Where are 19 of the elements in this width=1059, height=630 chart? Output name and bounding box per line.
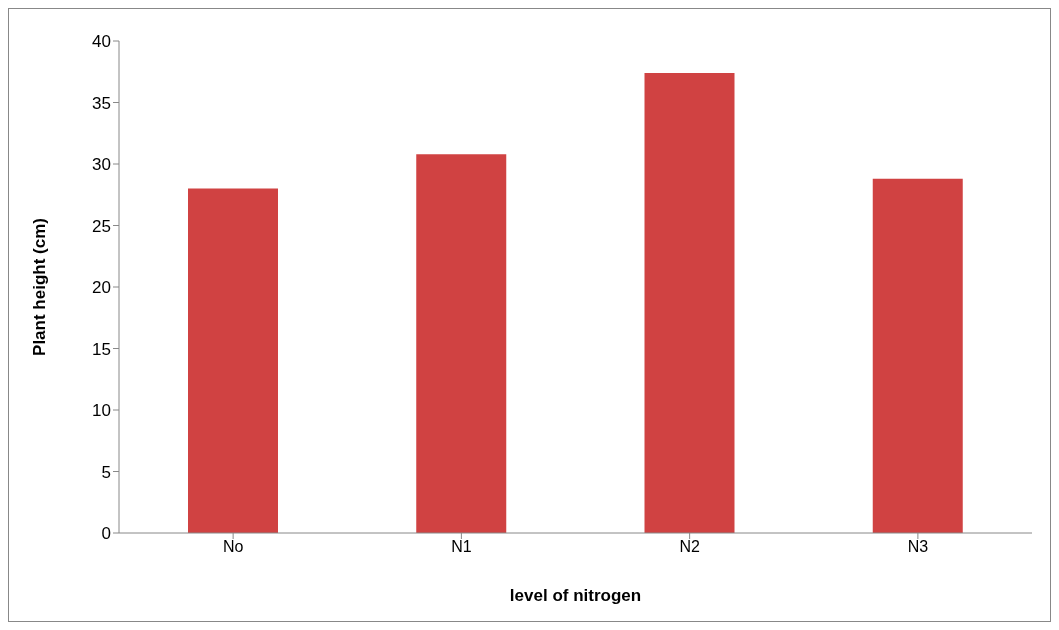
y-tick-label: 25: [92, 216, 111, 236]
bar: [872, 178, 963, 533]
bar: [644, 72, 735, 533]
x-tick-label: N1: [451, 538, 472, 556]
x-axis-title: level of nitrogen: [509, 586, 642, 605]
y-tick-label: 0: [101, 524, 111, 544]
x-tick-label: N3: [907, 538, 929, 556]
y-tick-label: 35: [92, 93, 111, 113]
y-tick-label: 40: [92, 32, 111, 52]
y-tick-label: 5: [101, 462, 111, 482]
y-tick-label: 30: [92, 155, 111, 175]
x-tick-label: No: [222, 538, 244, 556]
y-axis-title: Plant height (cm): [30, 218, 50, 356]
y-tick-label: 15: [92, 339, 111, 359]
y-tick-label: 10: [92, 401, 111, 421]
x-tick-label: N2: [679, 538, 700, 556]
y-tick-label: 20: [92, 278, 111, 298]
bar: [188, 188, 278, 533]
bar: [416, 154, 507, 533]
